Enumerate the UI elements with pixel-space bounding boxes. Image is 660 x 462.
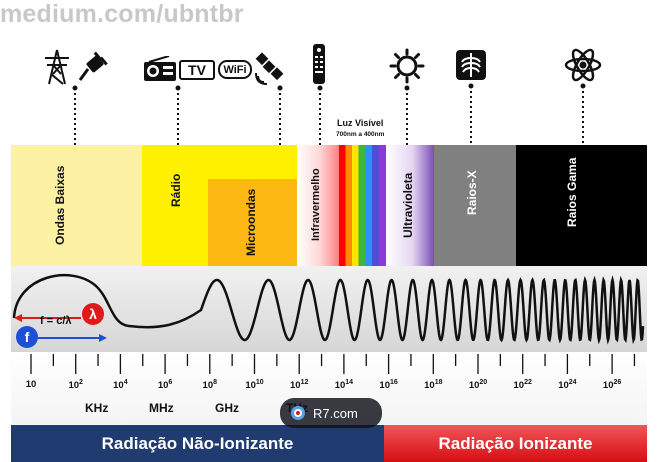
axis-tick-label: 1022: [513, 379, 532, 392]
label-raios-gama: Raios Gama: [565, 157, 579, 228]
label-ultravioleta: Ultravioleta: [401, 172, 415, 238]
dotted-connectors: [74, 86, 584, 145]
axis-tick-label: 1010: [245, 379, 264, 392]
r7-badge[interactable]: R7.com: [280, 398, 382, 428]
band-raios-gama: [516, 145, 647, 266]
xray-ribcage-icon: [456, 50, 486, 80]
tv-label: TV: [188, 62, 206, 78]
f-symbol: f: [24, 329, 30, 345]
axis-tick-label: 106: [157, 379, 173, 392]
axis-tick-label: 1018: [424, 379, 443, 392]
bar-ionizante: Radiação Ionizante: [384, 425, 647, 462]
plug-icon: [78, 51, 108, 81]
f-badge: f: [16, 326, 38, 348]
sun-icon: [389, 48, 425, 84]
wave-svg: [12, 273, 645, 345]
unit-khz: KHz: [85, 401, 109, 415]
label-raios-x: Raios-X: [465, 170, 479, 215]
band-raios-x: [434, 145, 516, 266]
label-infravermelho: Infravermelho: [310, 168, 322, 242]
band-ondas-baixas: [11, 145, 142, 266]
axis-tick-label: 10: [25, 379, 37, 390]
radio-icon: [144, 56, 176, 81]
axis-tick-label: 1016: [379, 379, 398, 392]
bar-nao-ionizante: Radiação Não-Ionizante: [11, 425, 384, 462]
axis-tick-label: 1012: [290, 379, 309, 392]
label-nao-ionizante: Radiação Não-Ionizante: [101, 433, 294, 453]
label-ionizante: Radiação Ionizante: [438, 433, 593, 453]
axis-tick-label: 1014: [334, 379, 354, 392]
band-luz-visivel: [339, 145, 386, 266]
tv-icon: TV: [179, 60, 215, 80]
satellite-icon: [255, 52, 284, 85]
unit-ghz: GHz: [215, 401, 239, 415]
r7-logo-icon: [291, 406, 305, 420]
axis-tick-label: 104: [113, 379, 128, 392]
lambda-badge: λ: [82, 303, 104, 325]
label-ondas-baixas: Ondas Baixas: [53, 165, 67, 245]
axis-tick-label: 1024: [558, 379, 577, 392]
atom-icon: [564, 48, 602, 82]
axis-tick-label: 1026: [602, 379, 622, 392]
axis-tick-label: 108: [202, 379, 218, 392]
wave-line: [12, 273, 645, 345]
wifi-icon: WiFi: [218, 60, 252, 79]
label-luz-visivel: Luz Visível: [337, 118, 384, 128]
band-ultravioleta: [386, 145, 434, 266]
formula-text: f = c/λ: [40, 315, 72, 327]
remote-control-icon: [313, 44, 325, 84]
wifi-label: WiFi: [223, 63, 247, 76]
label-luz-visivel-range: 700nm a 400nm: [336, 131, 385, 138]
r7-label: R7.com: [313, 405, 358, 421]
axis-tick-label: 1020: [468, 379, 488, 392]
connector-lines: [72, 83, 586, 145]
label-radio: Rádio: [169, 173, 183, 207]
label-microondas: Microondas: [244, 188, 258, 256]
axis-ticks: [30, 354, 636, 374]
axis-tick-label: 102: [68, 379, 83, 392]
band-infravermelho: [297, 145, 339, 266]
band-microondas: [208, 179, 297, 266]
lambda-symbol: λ: [89, 306, 97, 322]
pylon-icon: [45, 49, 69, 85]
unit-mhz: MHz: [149, 401, 174, 415]
formula-arrows: [14, 314, 107, 342]
watermark: medium.com/ubntbr: [0, 0, 244, 28]
